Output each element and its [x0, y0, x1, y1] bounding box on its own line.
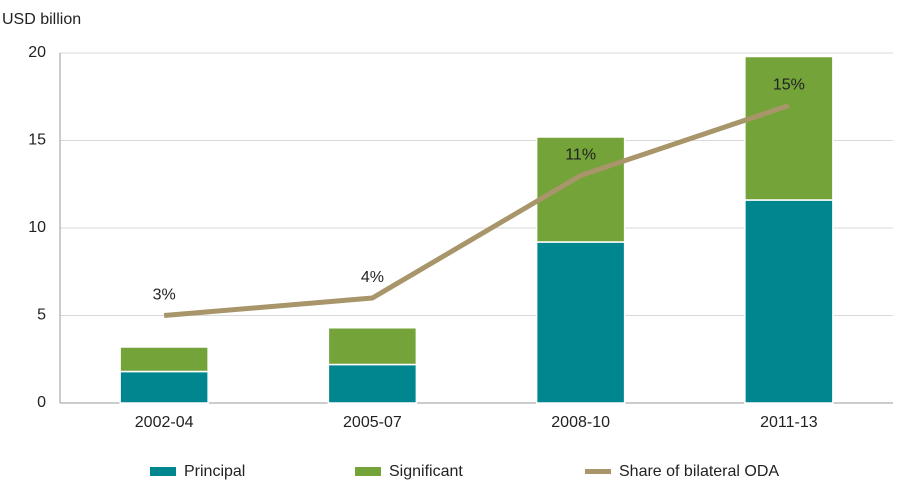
bar — [744, 55, 834, 201]
bar — [327, 327, 418, 366]
y-axis-label: USD billion — [2, 11, 81, 28]
y-tick-label: 10 — [28, 219, 46, 236]
data-label: 11% — [565, 147, 596, 164]
legend-label: Principal — [184, 463, 245, 480]
bar — [119, 370, 209, 404]
bar — [535, 136, 626, 243]
x-tick-label: 2011-13 — [760, 414, 818, 431]
data-label: 4% — [361, 269, 384, 286]
legend-swatch — [355, 467, 381, 476]
y-tick-label: 0 — [37, 394, 46, 411]
bar — [327, 363, 418, 404]
y-tick-label: 20 — [28, 44, 46, 61]
legend-swatch — [585, 469, 611, 474]
data-label: 15% — [773, 77, 805, 94]
y-tick-label: 5 — [37, 307, 46, 324]
x-tick-label: 2005-07 — [343, 414, 402, 431]
bar — [744, 199, 834, 404]
x-tick-label: 2008-10 — [551, 414, 610, 431]
data-label: 3% — [153, 287, 176, 304]
legend-label: Significant — [389, 463, 463, 480]
x-tick-label: 2002-04 — [135, 414, 194, 431]
legend-label: Share of bilateral ODA — [619, 463, 779, 480]
line — [163, 103, 790, 318]
bar — [119, 346, 209, 373]
bar — [535, 241, 626, 404]
y-tick-label: 15 — [28, 132, 46, 149]
legend-swatch — [150, 467, 176, 476]
